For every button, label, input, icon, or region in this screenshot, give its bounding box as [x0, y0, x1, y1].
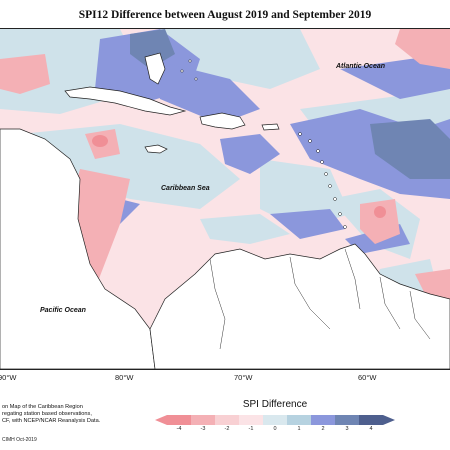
footnote-line-3: CF, with NCEP/NCAR Reanalysis Data. [2, 418, 101, 424]
spi-map [0, 29, 450, 369]
dark-blue-anomalies [130, 29, 450, 179]
legend-swatch [263, 415, 287, 425]
legend-tick-label: -1 [248, 426, 254, 432]
jamaica [144, 144, 168, 154]
legend-tick-label: -3 [200, 426, 206, 432]
atlantic-ocean-label: Atlantic Ocean [336, 63, 386, 70]
legend-swatch [239, 415, 263, 425]
longitude-label-70w: 70°W [234, 373, 253, 382]
pacific-ocean-label: Pacific Ocean [40, 307, 86, 314]
legend-tick-label: 4 [369, 426, 373, 432]
footnote-line-1: on Map of the Caribbean Region [2, 404, 83, 410]
legend-swatch [167, 415, 191, 425]
florida [144, 52, 166, 85]
legend-swatch [311, 415, 335, 425]
legend-tick-label: 2 [321, 426, 325, 432]
legend-tick-label: -2 [224, 426, 230, 432]
footnote-line-2: regating station based observations, [2, 411, 92, 417]
map-title: SPI12 Difference between August 2019 and… [78, 9, 372, 21]
south-america [149, 243, 450, 369]
longitude-label-80w: 80°W [115, 373, 134, 382]
land-masses [0, 52, 450, 369]
puerto-rico [261, 123, 280, 131]
legend-colorbar [155, 415, 395, 425]
red-anomalies [92, 135, 386, 218]
longitude-label-60w: 60°W [358, 373, 377, 382]
legend-swatch [359, 415, 383, 425]
caribbean-sea-label: Caribbean Sea [161, 185, 210, 192]
credit-text: CIMH Oct-2019 [2, 437, 37, 443]
longitude-label-90w: 90°W [0, 373, 17, 382]
legend-tick-label: 0 [273, 426, 277, 432]
legend-tick-label: 1 [297, 426, 301, 432]
legend-arrow-low [155, 415, 167, 425]
legend-swatch [191, 415, 215, 425]
hispaniola [199, 112, 246, 130]
central-america [0, 128, 156, 369]
pink-anomalies [0, 29, 450, 299]
legend-arrow-high [383, 415, 395, 425]
borders [209, 248, 431, 350]
legend-swatch [287, 415, 311, 425]
legend-title: SPI Difference [242, 399, 308, 410]
lesser-antilles [180, 59, 347, 229]
legend-tick-label: 3 [345, 426, 349, 432]
legend-swatch [335, 415, 359, 425]
legend-tick-label: -4 [176, 426, 182, 432]
legend-swatch [215, 415, 239, 425]
map-panel: Atlantic Ocean Caribbean Sea Pacific Oce… [0, 28, 450, 370]
cuba [64, 86, 187, 116]
